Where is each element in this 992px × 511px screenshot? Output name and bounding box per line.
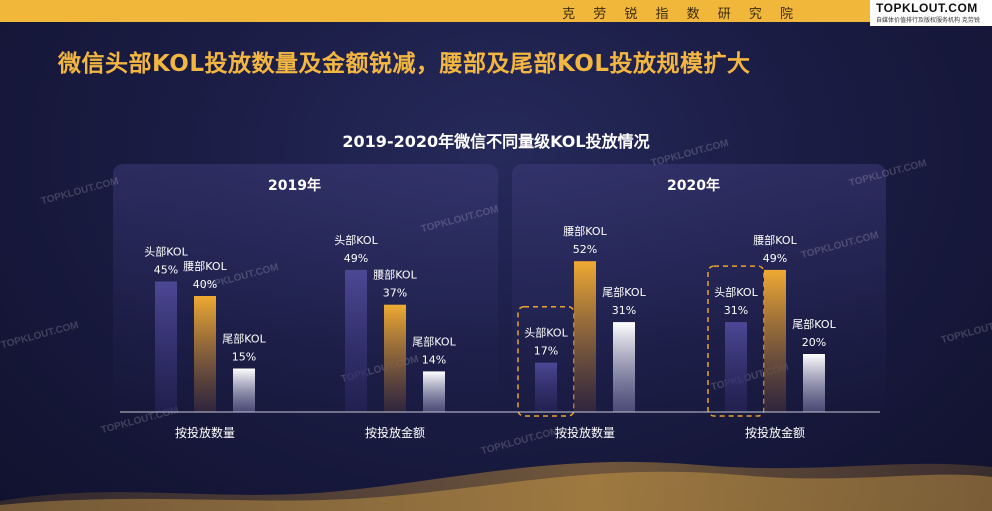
- institute-name: 克 劳 锐 指 数 研 究 院: [562, 7, 800, 22]
- bar-2020年-按投放数量-腰部KOL: [574, 261, 596, 412]
- category-label: 按投放数量: [555, 425, 615, 440]
- bar-value-label: 17%: [534, 345, 558, 358]
- category-label: 按投放金额: [745, 425, 805, 440]
- bar-series-label: 尾部KOL: [792, 317, 836, 331]
- bar-2020年-按投放金额-头部KOL: [725, 322, 747, 412]
- highlight-box: [707, 265, 765, 417]
- decorative-wave: [0, 461, 992, 511]
- bar-value-label: 15%: [232, 351, 256, 364]
- bar-value-label: 45%: [154, 264, 178, 277]
- panel-2019-label: 2019年: [268, 178, 321, 194]
- bar-value-label: 52%: [573, 243, 597, 256]
- bar-value-label: 31%: [724, 304, 748, 317]
- page-headline: 微信头部KOL投放数量及金额锐减，腰部及尾部KOL投放规模扩大: [58, 51, 751, 77]
- bar-series-label: 头部KOL: [144, 245, 188, 259]
- bar-series-label: 头部KOL: [334, 233, 378, 247]
- bar-series-label: 头部KOL: [524, 326, 568, 340]
- logo-subtext: 自媒体价值排行及版权服务机构 克劳锐: [876, 17, 980, 24]
- bar-2019年-按投放金额-尾部KOL: [423, 371, 445, 412]
- category-label: 按投放数量: [175, 425, 235, 440]
- bar-value-label: 49%: [763, 252, 787, 265]
- bar-series-label: 尾部KOL: [412, 334, 456, 348]
- bar-series-label: 腰部KOL: [563, 224, 607, 238]
- bar-2019年-按投放数量-尾部KOL: [233, 368, 255, 412]
- bar-series-label: 腰部KOL: [183, 259, 227, 273]
- bar-2019年-按投放数量-头部KOL: [155, 281, 177, 412]
- bar-2020年-按投放数量-尾部KOL: [613, 322, 635, 412]
- bar-series-label: 尾部KOL: [222, 332, 266, 346]
- top-bar: 克 劳 锐 指 数 研 究 院: [0, 0, 992, 22]
- bar-series-label: 尾部KOL: [602, 285, 646, 299]
- panel-2020-label: 2020年: [667, 178, 720, 194]
- bar-value-label: 37%: [383, 287, 407, 300]
- bar-series-label: 头部KOL: [714, 285, 758, 299]
- bar-2020年-按投放数量-头部KOL: [535, 362, 557, 412]
- bar-value-label: 40%: [193, 278, 217, 291]
- bar-2019年-按投放金额-腰部KOL: [384, 304, 406, 412]
- logo: TOPKLOUT.COM 自媒体价值排行及版权服务机构 克劳锐: [870, 0, 992, 26]
- panel-2019-background: [113, 164, 498, 412]
- chart-title: 2019-2020年微信不同量级KOL投放情况: [342, 132, 650, 151]
- bar-value-label: 49%: [344, 252, 368, 265]
- logo-text: TOPKLOUT.COM: [876, 1, 978, 15]
- category-label: 按投放金额: [365, 425, 425, 440]
- bar-value-label: 31%: [612, 304, 636, 317]
- bar-series-label: 腰部KOL: [373, 268, 417, 282]
- bar-2020年-按投放金额-腰部KOL: [764, 269, 786, 412]
- bar-2019年-按投放数量-腰部KOL: [194, 296, 216, 412]
- bar-2020年-按投放金额-尾部KOL: [803, 354, 825, 412]
- bar-value-label: 20%: [802, 336, 826, 349]
- bar-series-label: 腰部KOL: [753, 233, 797, 247]
- bar-value-label: 14%: [422, 353, 446, 366]
- bar-2019年-按投放金额-头部KOL: [345, 269, 367, 412]
